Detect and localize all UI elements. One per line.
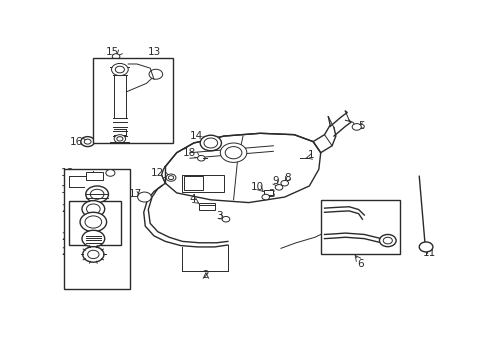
Circle shape bbox=[82, 230, 104, 247]
Circle shape bbox=[111, 63, 128, 76]
Bar bbox=[320, 200, 400, 254]
Circle shape bbox=[86, 204, 100, 214]
Circle shape bbox=[203, 138, 217, 148]
Text: 15: 15 bbox=[106, 47, 119, 57]
Bar bbox=[182, 175, 224, 192]
Text: 10: 10 bbox=[250, 182, 264, 192]
Text: 18: 18 bbox=[61, 168, 74, 178]
Circle shape bbox=[112, 54, 120, 59]
Circle shape bbox=[80, 212, 106, 232]
Text: 3: 3 bbox=[267, 189, 274, 199]
Circle shape bbox=[280, 180, 288, 186]
Bar bbox=[69, 201, 121, 245]
Circle shape bbox=[351, 123, 361, 130]
Bar bbox=[85, 172, 102, 180]
Circle shape bbox=[222, 216, 229, 222]
Bar bbox=[264, 190, 273, 194]
Circle shape bbox=[383, 237, 391, 244]
Text: 8: 8 bbox=[284, 174, 290, 184]
Text: 20: 20 bbox=[61, 204, 74, 214]
Circle shape bbox=[117, 136, 122, 141]
Circle shape bbox=[220, 143, 246, 162]
Circle shape bbox=[275, 185, 282, 190]
Circle shape bbox=[225, 147, 242, 159]
Text: 9: 9 bbox=[271, 176, 278, 186]
Circle shape bbox=[105, 170, 115, 176]
Text: 3: 3 bbox=[216, 211, 223, 221]
Text: 14: 14 bbox=[190, 131, 203, 141]
Text: 11: 11 bbox=[422, 248, 435, 258]
Text: 7: 7 bbox=[340, 218, 346, 228]
Text: 12: 12 bbox=[151, 168, 164, 178]
Circle shape bbox=[197, 156, 205, 161]
Text: 21: 21 bbox=[61, 232, 74, 242]
Text: 17: 17 bbox=[129, 189, 142, 199]
Circle shape bbox=[166, 174, 176, 181]
Text: 4: 4 bbox=[189, 194, 196, 204]
Circle shape bbox=[168, 176, 173, 180]
Polygon shape bbox=[161, 133, 320, 203]
Circle shape bbox=[379, 234, 395, 247]
Circle shape bbox=[81, 136, 94, 147]
Circle shape bbox=[200, 135, 221, 151]
Circle shape bbox=[114, 135, 125, 143]
Circle shape bbox=[87, 250, 99, 258]
Text: 6: 6 bbox=[356, 258, 363, 269]
Circle shape bbox=[149, 69, 163, 79]
Text: 19: 19 bbox=[61, 185, 74, 195]
Text: 13: 13 bbox=[147, 47, 160, 57]
Circle shape bbox=[138, 192, 151, 202]
Text: 18: 18 bbox=[183, 148, 196, 158]
Circle shape bbox=[82, 247, 104, 262]
Bar bbox=[64, 169, 130, 288]
Text: 22: 22 bbox=[61, 247, 74, 257]
Circle shape bbox=[84, 139, 91, 144]
Circle shape bbox=[85, 216, 102, 228]
Circle shape bbox=[418, 242, 432, 252]
Text: 1: 1 bbox=[307, 150, 314, 161]
Circle shape bbox=[262, 194, 269, 200]
Circle shape bbox=[90, 189, 104, 199]
Bar bbox=[199, 203, 214, 210]
Bar bbox=[93, 58, 173, 143]
Circle shape bbox=[85, 186, 108, 203]
Text: 5: 5 bbox=[358, 121, 364, 131]
Text: 2: 2 bbox=[202, 270, 209, 280]
Bar bbox=[184, 176, 203, 190]
Circle shape bbox=[82, 201, 104, 217]
Text: 16: 16 bbox=[69, 136, 82, 147]
Circle shape bbox=[115, 66, 124, 73]
